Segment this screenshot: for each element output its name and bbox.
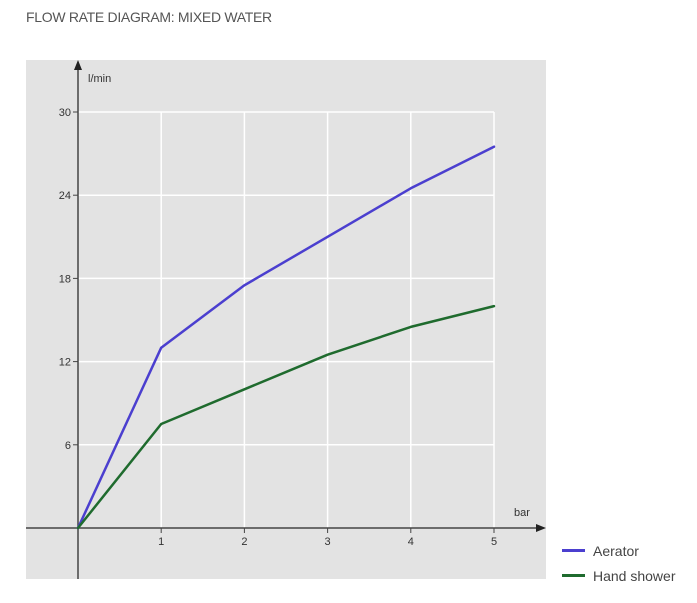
x-tick-label-2: 2 (241, 536, 247, 548)
series-layer (76, 145, 496, 530)
y-tick-label-6: 6 (65, 440, 71, 452)
x-tick-label-1: 1 (158, 536, 164, 548)
legend-swatch-aerator (562, 549, 585, 552)
y-axis-label: l/min (88, 73, 111, 85)
y-axis-arrow (74, 60, 82, 70)
x-axis-label: bar (514, 507, 530, 519)
x-tick-label-5: 5 (491, 536, 497, 548)
x-axis-arrow (536, 524, 546, 532)
grid-layer (78, 111, 495, 528)
series-line-aerator (76, 145, 496, 530)
legend-label-hand-shower: Hand shower (593, 567, 676, 584)
y-tick-label-18: 18 (59, 273, 71, 285)
y-tick-label-12: 12 (59, 357, 71, 369)
legend-swatch-hand-shower (562, 574, 585, 577)
x-tick-label-3: 3 (325, 536, 331, 548)
plot-background (26, 60, 546, 579)
chart-title: FLOW RATE DIAGRAM: MIXED WATER (26, 9, 272, 25)
axes-layer (26, 60, 546, 579)
series-line-hand-shower (76, 304, 496, 530)
legend-item-aerator: Aerator (562, 538, 676, 563)
y-tick-label-30: 30 (59, 107, 71, 119)
legend-item-hand-shower: Hand shower (562, 563, 676, 588)
x-tick-label-4: 4 (408, 536, 414, 548)
chart-legend: Aerator Hand shower (562, 538, 676, 588)
y-tick-label-24: 24 (59, 190, 71, 202)
legend-label-aerator: Aerator (593, 542, 639, 559)
